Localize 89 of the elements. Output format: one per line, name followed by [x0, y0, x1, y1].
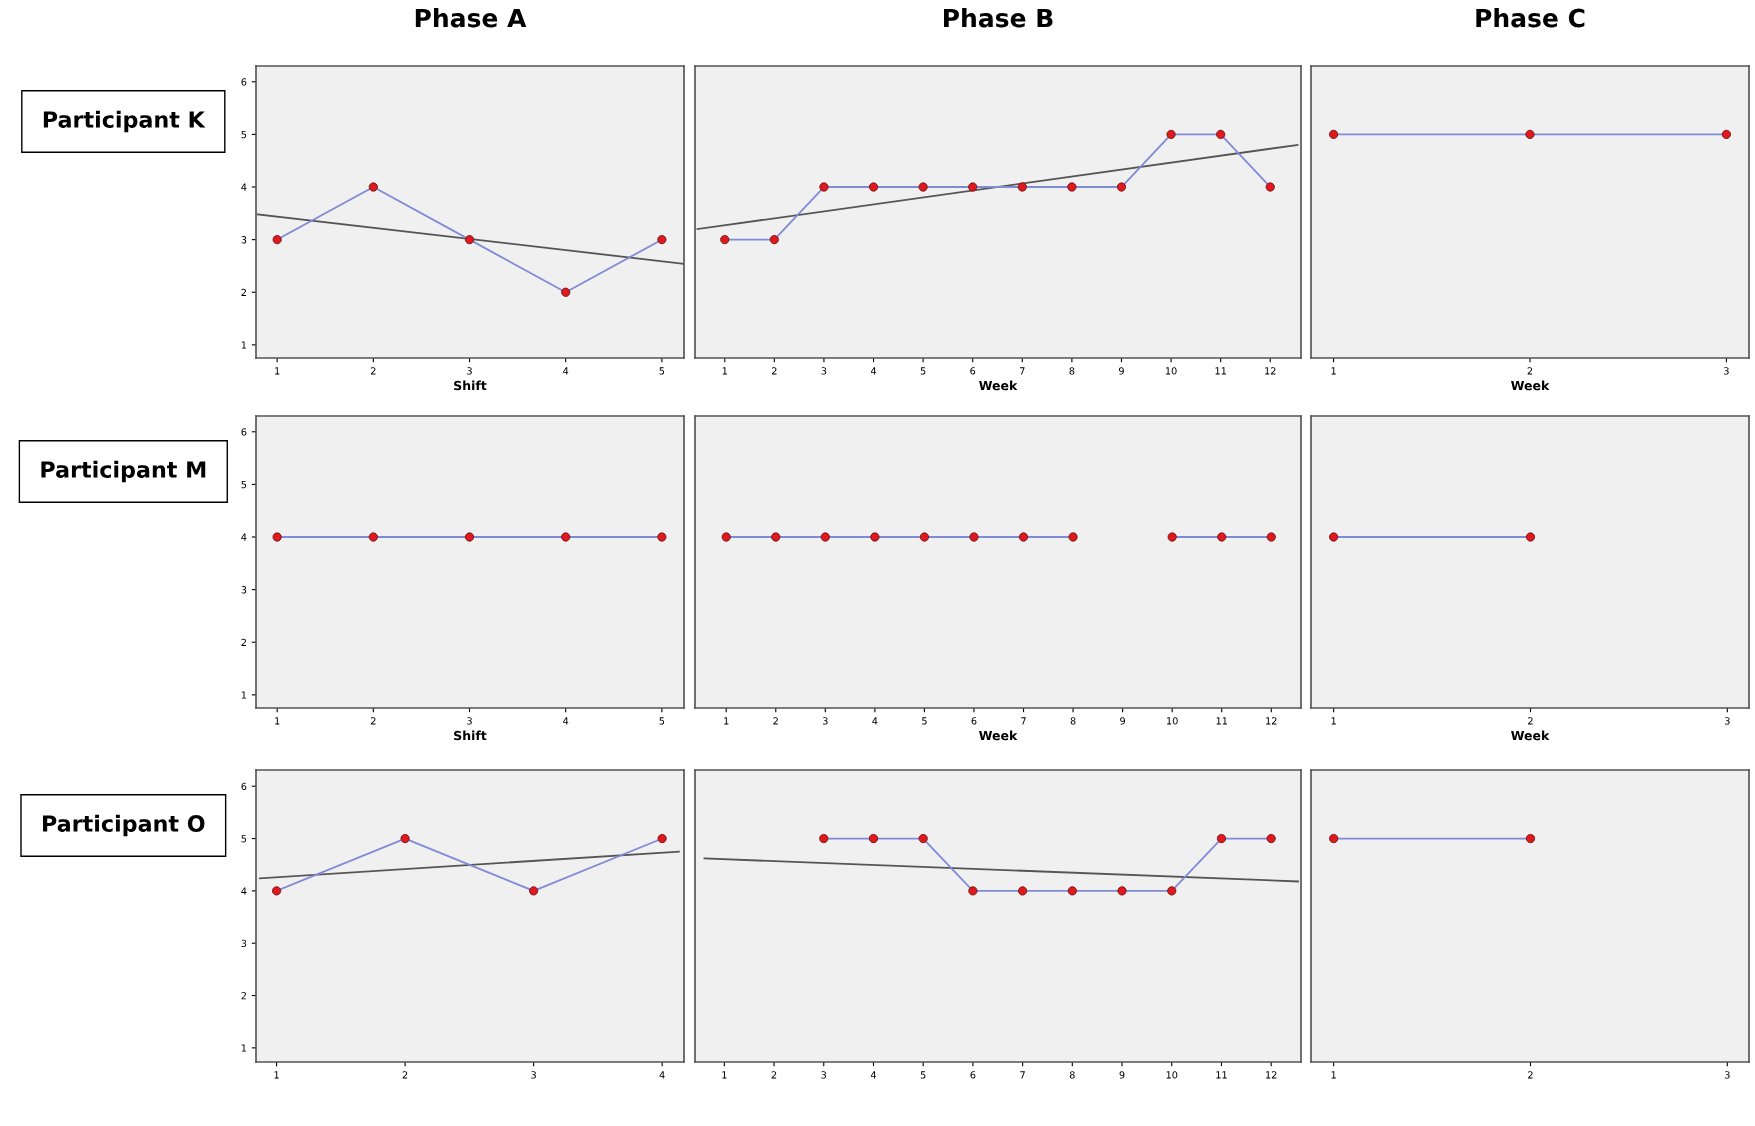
x-tick-label: 1: [722, 367, 727, 375]
y-tick-label: 2: [241, 288, 246, 296]
x-tick-label: 3: [822, 717, 828, 725]
y-tick-label: 1: [241, 1044, 247, 1052]
y-axis-title: Participant O: [43, 814, 205, 837]
y-tick-label: 6: [241, 428, 247, 436]
x-tick-label: 9: [1119, 367, 1124, 375]
x-tick-label: 1: [275, 367, 280, 375]
x-tick-label: 6: [971, 717, 977, 725]
y-tick-label: 4: [241, 887, 247, 895]
y-tick-label: 5: [241, 131, 247, 139]
x-tick-label: 11: [1216, 1071, 1227, 1079]
x-tick-label: 3: [1724, 717, 1730, 725]
x-tick-label: 3: [1724, 367, 1729, 375]
x-tick-label: 3: [531, 1071, 536, 1079]
x-tick-label: 1: [1331, 367, 1336, 375]
x-tick-label: 2: [1528, 717, 1533, 725]
x-tick-label: 2: [402, 1071, 408, 1079]
x-tick-label: 2: [1527, 367, 1533, 375]
x-tick-label: 4: [870, 1071, 877, 1079]
chart-title: Phase B: [944, 8, 1053, 28]
x-tick-label: 8: [1069, 367, 1075, 375]
x-tick-label: 1: [274, 1071, 279, 1079]
x-tick-label: 2: [1528, 1071, 1533, 1079]
y-tick-label: 1: [241, 691, 247, 699]
x-tick-label: 4: [659, 1071, 665, 1079]
x-tick-label: 1: [1331, 1071, 1336, 1079]
x-tick-label: 6: [970, 1071, 976, 1079]
x-tick-label: 12: [1265, 367, 1276, 375]
y-tick-label: 2: [241, 638, 246, 646]
x-tick-label: 1: [724, 717, 729, 725]
x-tick-label: 7: [1020, 1071, 1025, 1079]
x-tick-label: 8: [1069, 1071, 1075, 1079]
x-tick-label: 1: [1331, 717, 1336, 725]
x-tick-label: 9: [1119, 1071, 1125, 1079]
x-tick-label: 3: [467, 367, 472, 375]
x-tick-label: 4: [563, 717, 569, 725]
x-tick-label: 1: [275, 717, 280, 725]
x-axis-title: Week: [979, 730, 1018, 741]
y-tick-label: 4: [241, 183, 247, 191]
x-tick-label: 5: [920, 1071, 926, 1079]
x-tick-label: 6: [970, 367, 976, 375]
x-tick-label: 5: [659, 717, 665, 725]
y-tick-label: 5: [241, 835, 247, 843]
x-tick-label: 12: [1266, 717, 1277, 725]
y-axis-title: Participant K: [43, 110, 206, 133]
x-tick-label: 2: [370, 717, 376, 725]
x-tick-label: 3: [821, 367, 827, 375]
y-tick-label: 3: [241, 236, 247, 244]
x-tick-label: 9: [1120, 717, 1126, 725]
x-axis-title: Week: [979, 380, 1018, 391]
chart-title: Phase A: [415, 8, 527, 28]
x-tick-label: 11: [1216, 717, 1228, 725]
x-axis-title: Shift: [454, 730, 487, 741]
y-tick-label: 5: [241, 481, 247, 489]
y-tick-label: 6: [241, 782, 247, 791]
x-tick-label: 2: [771, 1071, 777, 1079]
y-tick-label: 6: [241, 78, 247, 86]
x-tick-label: 3: [467, 717, 472, 725]
y-tick-label: 3: [241, 586, 247, 594]
x-tick-label: 2: [370, 367, 376, 375]
y-tick-label: 2: [241, 992, 246, 1000]
y-tick-label: 4: [241, 533, 247, 541]
x-axis-title: Week: [1511, 380, 1550, 391]
chart-title: Phase C: [1476, 8, 1585, 28]
y-tick-label: 1: [241, 341, 247, 349]
x-tick-label: 4: [872, 717, 878, 725]
y-axis-title: Participant M: [41, 460, 206, 483]
x-tick-label: 2: [773, 717, 778, 725]
x-tick-label: 7: [1021, 717, 1026, 725]
x-tick-label: 10: [1165, 367, 1177, 375]
x-tick-label: 5: [659, 367, 665, 375]
x-tick-label: 11: [1215, 367, 1226, 375]
x-tick-label: 10: [1167, 717, 1178, 725]
x-tick-label: 2: [771, 367, 777, 375]
x-axis-title: Shift: [454, 380, 487, 391]
x-tick-label: 5: [922, 717, 927, 725]
x-tick-label: 3: [1724, 1071, 1730, 1079]
y-tick-label: 3: [241, 939, 247, 948]
x-tick-label: 3: [821, 1071, 827, 1079]
x-tick-label: 8: [1070, 717, 1076, 725]
x-axis-title: Week: [1511, 730, 1550, 741]
x-tick-label: 10: [1166, 1071, 1178, 1079]
x-tick-label: 12: [1266, 1071, 1277, 1079]
x-tick-label: 1: [722, 1071, 727, 1079]
x-tick-label: 5: [920, 367, 926, 375]
x-tick-label: 7: [1020, 367, 1025, 375]
x-tick-label: 4: [870, 367, 877, 375]
x-tick-label: 4: [563, 367, 569, 375]
